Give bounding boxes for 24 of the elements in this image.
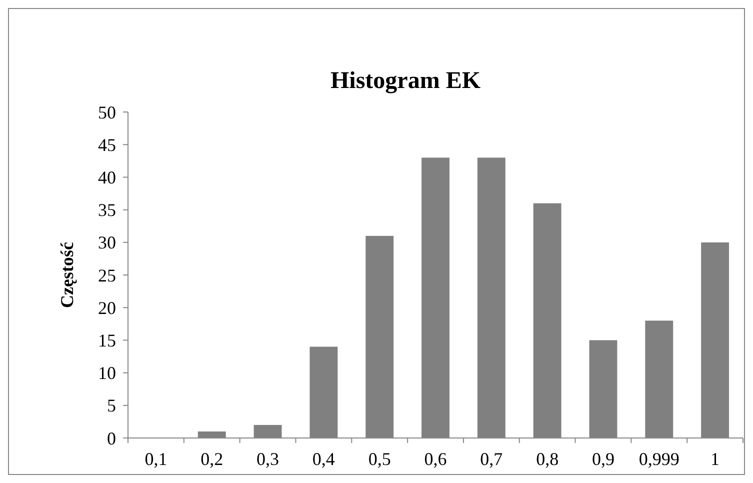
y-tick-label: 25 [98,265,116,286]
y-tick-label: 10 [98,363,116,384]
x-tick-label: 0,8 [536,449,559,469]
y-tick-label: 20 [98,298,116,318]
x-tick-label: 0,999 [638,449,680,469]
x-tick-label: 0,7 [480,449,503,469]
y-tick-label: 35 [98,200,116,220]
x-tick-label: 0,9 [592,449,614,469]
x-tick-label: 0,6 [424,449,447,469]
y-tick-label: 0 [107,428,116,448]
y-tick-label: 5 [107,396,116,416]
x-tick-label: 0,3 [256,449,280,469]
x-tick-label: 1 [710,449,720,469]
y-tick-label: 30 [98,232,116,253]
chart-title: Histogram EK [330,68,481,94]
y-tick-label: 15 [98,330,116,350]
x-tick-label: 0,1 [144,449,168,469]
y-tick-label: 50 [98,102,116,122]
y-tick-label: 40 [98,168,116,188]
x-tick-label: 0,2 [200,449,224,469]
x-tick-label: 0,5 [368,449,391,469]
y-axis-title: Częstość [57,242,77,308]
y-tick-label: 45 [98,134,116,155]
x-tick-label: 0,4 [312,449,335,469]
